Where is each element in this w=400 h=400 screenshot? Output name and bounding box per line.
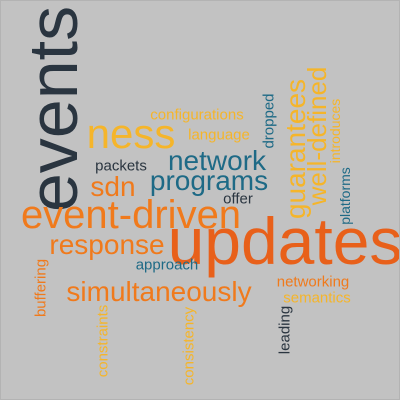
word-approach: approach (135, 256, 199, 274)
word-simultaneously: simultaneously (66, 276, 252, 307)
word-sdn: sdn (90, 171, 136, 202)
word-consistency: consistency (180, 306, 198, 386)
word-updates: updates (167, 204, 400, 278)
word-packets: packets (95, 157, 147, 175)
word-dropped: dropped (260, 93, 278, 149)
word-events: events (14, 5, 92, 213)
word-buffering: buffering (32, 258, 50, 318)
word-network: network (167, 145, 267, 176)
word-language: language (188, 126, 250, 144)
word-leading: leading (276, 305, 294, 355)
word-ness: ness (86, 110, 176, 157)
word-introduces: introduces (327, 98, 343, 164)
word-networking: networking (276, 273, 350, 291)
word-event-driven: event-driven (20, 193, 242, 237)
word-platforms: platforms (337, 167, 353, 225)
word-constraints: constraints (94, 304, 112, 378)
word-configurations: configurations (150, 106, 244, 124)
word-offer: offer (223, 190, 253, 208)
word-programs: programs (149, 165, 269, 196)
word-response: response (49, 229, 165, 260)
word-semantics: semantics (283, 289, 351, 307)
